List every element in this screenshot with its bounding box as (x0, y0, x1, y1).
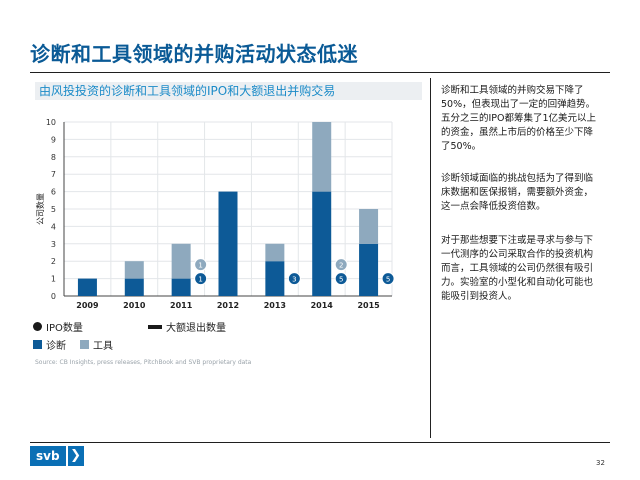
ipo-marker-diagnostics (287, 272, 301, 286)
ipo-marker-diagnostics (381, 272, 395, 286)
bar-diagnostics (124, 278, 144, 296)
bar-diagnostics (218, 191, 238, 296)
bar-tools (171, 243, 191, 279)
x-tick-label: 2014 (311, 301, 334, 310)
ipo-marker-diagnostics (334, 272, 348, 286)
svb-logo: svb ❯ (30, 446, 84, 466)
ipo-marker-label: 1 (198, 276, 202, 284)
side-paragraph-2: 诊断领域面临的挑战包括为了得到临床数据和医保报销，需要额外资金，这一点会降低投资… (441, 173, 594, 212)
x-tick-label: 2010 (123, 301, 146, 310)
bar-diagnostics (265, 261, 285, 296)
bar-diagnostics (359, 243, 379, 296)
bar-tools (124, 261, 144, 279)
legend-ipo-label: IPO数量 (46, 323, 83, 334)
chart-ipo-markers: 1 1 3 5 2 5 (194, 258, 395, 286)
slide-title: 诊断和工具领域的并购活动状态低迷 (30, 42, 358, 66)
ipo-marker-tools (194, 258, 208, 272)
chevron-right-icon: ❯ (67, 446, 84, 466)
ipo-dot-icon (33, 322, 42, 331)
x-tick-label: 2009 (76, 301, 99, 310)
chart-title: 由风投投资的诊断和工具领域的IPO和大额退出并购交易 (35, 82, 422, 100)
bar-tools (312, 122, 332, 192)
ipo-marker-label: 3 (292, 276, 296, 284)
y-tick-label: 5 (51, 205, 56, 214)
legend-diagnostics: 诊断 (33, 337, 66, 352)
legend-tools-label: 工具 (93, 341, 113, 352)
bar-diagnostics (77, 278, 97, 296)
logo-text: svb (30, 446, 66, 466)
title-divider (30, 72, 610, 73)
side-paragraph-3: 对于那些想要下注或是寻求与参与下一代测序的公司采取合作的投资机构而言，工具领域的… (441, 235, 594, 302)
large-exit-bar-icon (148, 324, 162, 329)
side-paragraph-1: 诊断和工具领域的并购交易下降了50%，但表现出了一定的回弹趋势。五分之三的IPO… (441, 85, 597, 152)
bar-diagnostics (171, 278, 191, 296)
legend-diagnostics-label: 诊断 (46, 341, 66, 352)
bar-tools (359, 209, 379, 244)
legend-ipo: IPO数量 (33, 319, 83, 334)
page-number: 32 (596, 459, 605, 467)
ipo-marker-tools (334, 258, 348, 272)
x-tick-label: 2015 (357, 301, 380, 310)
y-tick-label: 10 (46, 118, 56, 127)
y-tick-label: 8 (51, 153, 56, 162)
diagnostics-swatch-icon (33, 340, 42, 349)
chart-bars (77, 122, 379, 296)
tools-swatch-icon (80, 340, 89, 349)
y-tick-label: 0 (51, 292, 56, 301)
y-tick-label: 3 (51, 240, 56, 249)
x-tick-label: 2013 (264, 301, 286, 310)
y-tick-label: 4 (51, 222, 56, 231)
y-tick-label: 7 (51, 170, 56, 179)
ipo-marker-tools-label: 1 (198, 262, 202, 270)
chart-labels: 0 1 2 3 4 5 6 7 8 9 10 公司数量 2009 2010 2011 2012 2013 2014… (35, 118, 380, 310)
bar-diagnostics (312, 191, 332, 296)
x-tick-label: 2011 (170, 301, 193, 310)
legend-large-exit-label: 大额退出数量 (166, 323, 226, 334)
stacked-bar-chart: 1 1 3 5 2 5 0 1 2 3 4 5 6 7 8 9 10 公司数量 2009 2010 2011 2012 2… (35, 118, 395, 310)
source-note: Source: CB Insights, press releases, Pit… (35, 359, 252, 366)
y-tick-label: 9 (51, 135, 56, 144)
y-tick-label: 6 (51, 188, 56, 197)
ipo-marker-tools-label: 2 (339, 262, 343, 270)
ipo-marker-diagnostics (194, 272, 208, 286)
vertical-divider (430, 78, 431, 438)
y-axis-label: 公司数量 (35, 193, 45, 225)
legend-tools: 工具 (80, 337, 113, 352)
y-tick-label: 2 (51, 257, 56, 266)
ipo-marker-label: 5 (339, 276, 343, 284)
y-tick-label: 1 (51, 275, 56, 284)
ipo-marker-label: 5 (386, 276, 390, 284)
footer-divider (30, 442, 610, 443)
x-tick-label: 2012 (217, 301, 239, 310)
bar-tools (265, 243, 285, 262)
legend-large-exit: 大额退出数量 (148, 319, 226, 334)
